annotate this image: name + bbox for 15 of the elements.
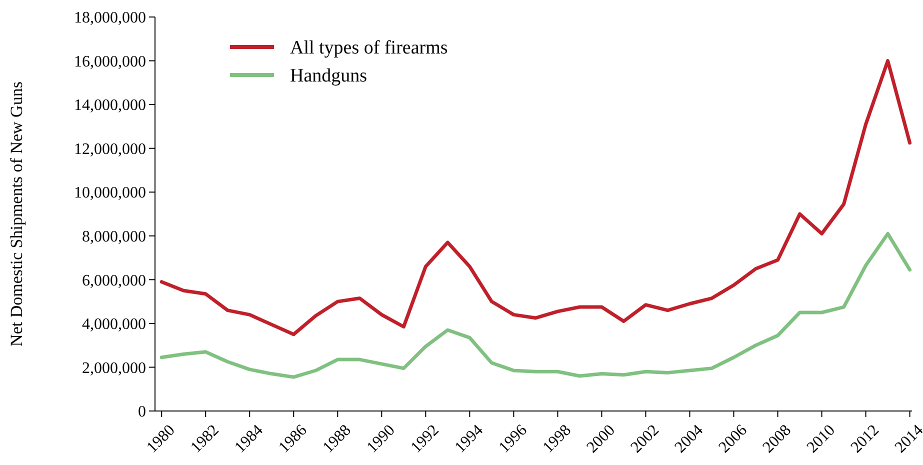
y-tick-label: 18,000,000 xyxy=(74,10,146,27)
y-tick-label: 14,000,000 xyxy=(74,97,146,114)
line-series xyxy=(160,232,912,379)
y-tick-label: 4,000,000 xyxy=(82,316,146,334)
y-tick-label: 2,000,000 xyxy=(82,360,146,377)
y-axis-title: Net Domestic Shipments of New Guns xyxy=(7,82,26,346)
y-tick-label: 12,000,000 xyxy=(74,140,146,158)
y-tick-label: 6,000,000 xyxy=(82,272,146,290)
y-tick-label: 8,000,000 xyxy=(82,228,146,246)
line-series xyxy=(160,59,912,336)
y-tick-label: 0 xyxy=(138,404,146,421)
y-tick-label: 10,000,000 xyxy=(74,184,146,202)
legend-label: Handguns xyxy=(290,66,368,87)
y-tick-label: 16,000,000 xyxy=(74,53,146,70)
legend-label: All types of firearms xyxy=(290,38,448,59)
